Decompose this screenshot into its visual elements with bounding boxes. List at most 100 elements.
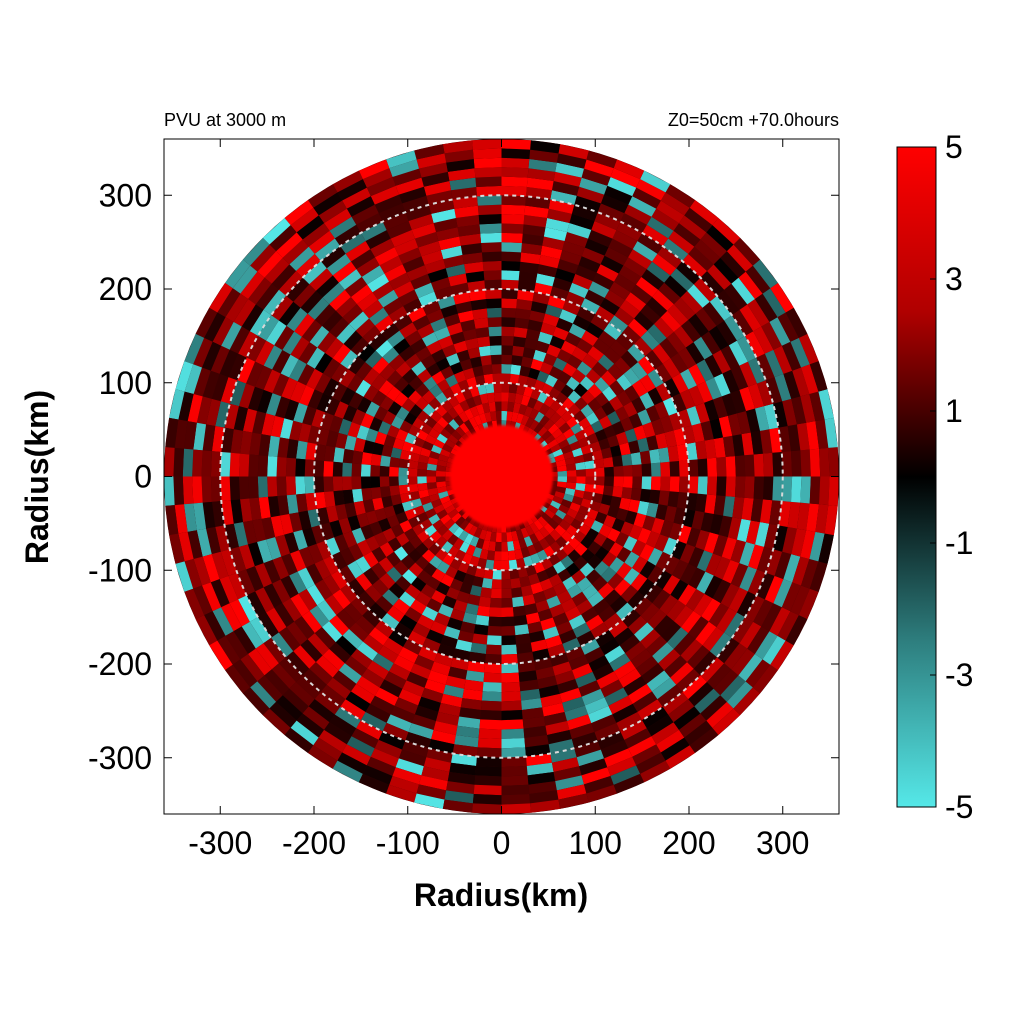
field-cell <box>610 444 622 457</box>
field-cell <box>553 560 567 574</box>
field-cell <box>434 326 451 341</box>
y-tick-label: 300 <box>99 177 152 213</box>
field-cell <box>475 538 485 549</box>
field-cell <box>490 531 497 542</box>
field-cell <box>501 766 528 777</box>
field-cell <box>765 549 783 576</box>
field-cell <box>798 588 819 620</box>
field-cell <box>465 603 479 615</box>
field-cell <box>410 599 427 615</box>
field-cell <box>501 401 509 412</box>
field-cell <box>571 731 598 749</box>
field-cell <box>640 330 660 350</box>
field-cell <box>393 281 415 298</box>
field-cell <box>679 543 696 564</box>
field-cell <box>508 392 517 403</box>
field-cell <box>431 568 446 583</box>
field-cell <box>337 752 367 774</box>
field-cell <box>616 221 643 242</box>
field-cell <box>431 370 446 385</box>
field-cell <box>619 299 641 319</box>
field-cell <box>594 467 605 477</box>
field-cell <box>753 476 764 500</box>
field-cell <box>436 433 448 444</box>
field-cell <box>440 573 454 587</box>
field-cell <box>248 648 272 676</box>
field-cell <box>331 551 348 571</box>
field-cell <box>781 582 802 612</box>
field-cell <box>398 749 427 767</box>
field-cell <box>641 663 665 684</box>
field-cell <box>592 449 604 461</box>
field-cell <box>398 186 427 204</box>
field-cell <box>324 337 344 359</box>
field-cell <box>488 401 496 412</box>
field-cell <box>417 569 432 585</box>
field-cell <box>423 562 437 577</box>
field-cell <box>577 505 590 517</box>
field-cell <box>598 524 612 538</box>
field-cell <box>465 397 476 409</box>
field-cell <box>459 707 482 720</box>
field-cell <box>533 349 547 362</box>
field-cell <box>509 568 520 580</box>
field-cell <box>534 530 545 542</box>
field-cell <box>442 500 453 510</box>
field-cell <box>528 158 557 172</box>
field-cell <box>351 463 362 477</box>
field-cell <box>660 310 682 332</box>
field-cell <box>429 450 440 460</box>
field-cell <box>537 549 549 562</box>
field-cell <box>469 385 480 398</box>
field-cell <box>716 637 740 664</box>
field-cell <box>600 194 629 214</box>
field-cell <box>754 631 778 660</box>
field-cell <box>624 204 652 225</box>
field-cell <box>632 556 648 574</box>
field-cell <box>289 571 307 594</box>
field-cell <box>386 370 403 387</box>
field-cell <box>442 595 457 609</box>
field-cell <box>529 408 539 420</box>
field-cell <box>413 436 426 448</box>
field-cell <box>633 425 647 441</box>
field-cell <box>612 486 623 498</box>
field-cell <box>398 476 409 486</box>
field-cell <box>462 328 478 341</box>
field-cell <box>307 297 330 320</box>
field-cell <box>411 222 436 239</box>
field-cell <box>403 298 423 315</box>
field-cell <box>430 277 451 292</box>
field-cell <box>658 648 681 671</box>
field-cell <box>734 455 746 477</box>
field-cell <box>382 347 400 364</box>
field-cell <box>573 410 586 423</box>
field-cell <box>307 509 321 528</box>
field-cell <box>384 264 407 282</box>
field-cell <box>763 476 774 501</box>
field-cell <box>453 415 464 427</box>
field-cell <box>362 609 381 628</box>
field-cell <box>193 422 207 451</box>
field-cell <box>609 557 625 573</box>
field-cell <box>423 181 452 196</box>
field-cell <box>622 465 633 477</box>
field-cell <box>261 517 276 540</box>
field-cell <box>169 389 185 420</box>
field-cell <box>598 330 616 348</box>
field-cell <box>783 554 801 583</box>
field-cell <box>348 392 364 410</box>
field-cell <box>275 396 291 419</box>
field-cell <box>474 567 486 579</box>
field-cell <box>469 406 480 418</box>
field-cell <box>468 651 486 664</box>
field-cell <box>472 308 488 320</box>
field-cell <box>517 374 529 386</box>
field-cell <box>501 345 513 356</box>
field-cell <box>609 395 624 411</box>
field-cell <box>304 459 315 477</box>
field-cell <box>709 418 724 440</box>
field-cell <box>790 337 810 368</box>
field-cell <box>632 187 661 209</box>
